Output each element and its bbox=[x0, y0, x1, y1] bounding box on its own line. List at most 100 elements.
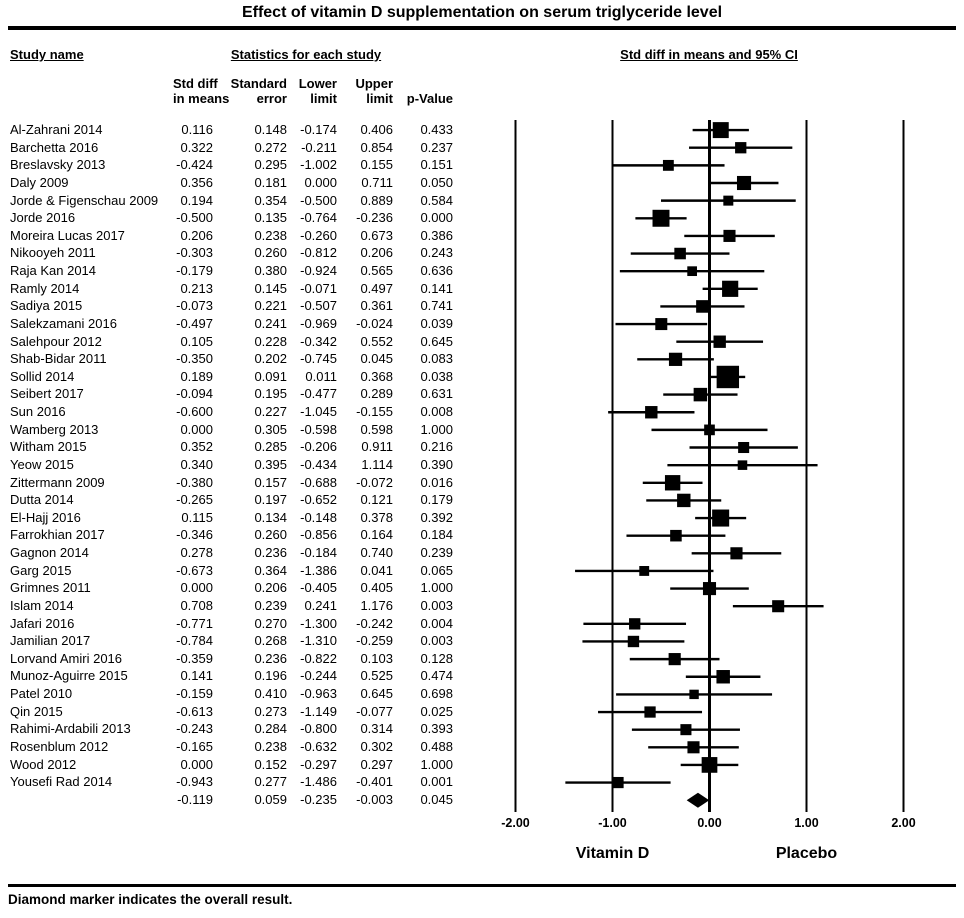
study-name: Sadiya 2015 bbox=[10, 298, 83, 314]
upper-limit-value: 0.368 bbox=[360, 368, 393, 384]
standard-error-value: 0.091 bbox=[254, 368, 287, 384]
std-diff-value: 0.213 bbox=[180, 280, 213, 296]
upper-limit-value: 0.911 bbox=[361, 439, 393, 455]
column-header-std_diff_in_means: in means bbox=[173, 91, 230, 106]
study-name: Yousefi Rad 2014 bbox=[10, 774, 113, 790]
lower-limit-value: -0.342 bbox=[300, 333, 337, 349]
study-name: Farrokhian 2017 bbox=[10, 527, 105, 543]
std-diff-value: 0.340 bbox=[180, 456, 213, 472]
study-name: Salehpour 2012 bbox=[10, 333, 102, 349]
standard-error-value: 0.236 bbox=[254, 650, 287, 666]
effect-square bbox=[735, 142, 747, 154]
p-value: 0.184 bbox=[420, 527, 453, 543]
study-name: Zittermann 2009 bbox=[10, 474, 105, 490]
column-header-spacer bbox=[10, 91, 173, 106]
lower-limit-value: -1.045 bbox=[300, 404, 337, 419]
group-label-vitamin-d: Vitamin D bbox=[576, 845, 650, 862]
standard-error-value: 0.202 bbox=[254, 351, 287, 367]
upper-limit-value: 0.525 bbox=[360, 668, 393, 684]
standard-error-value: 0.195 bbox=[254, 386, 287, 402]
std-diff-value: -0.497 bbox=[176, 315, 213, 331]
effect-square bbox=[723, 195, 734, 206]
effect-square bbox=[723, 229, 736, 242]
p-value: 0.003 bbox=[420, 633, 453, 649]
p-value: 0.003 bbox=[420, 597, 453, 613]
table-row: Jorde & Figenschau 2009 0.194 0.354 -0.500 0… bbox=[10, 192, 453, 210]
std-diff-value: 0.708 bbox=[180, 597, 213, 613]
p-value: 0.128 bbox=[420, 650, 453, 666]
lower-limit-value: -0.500 bbox=[300, 192, 337, 208]
std-diff-value: 0.000 bbox=[180, 756, 213, 772]
p-value: 0.636 bbox=[420, 263, 453, 278]
lower-limit-value: -0.652 bbox=[300, 492, 337, 508]
study-name: Moreira Lucas 2017 bbox=[10, 227, 125, 243]
column-header-upper_limit: Upper bbox=[355, 76, 393, 91]
table-row: Barchetta 2016 0.322 0.272 -0.211 0.854 0.237 bbox=[10, 139, 453, 157]
p-value: 0.474 bbox=[420, 668, 453, 684]
upper-limit-value: -0.072 bbox=[356, 474, 393, 490]
standard-error-value: 0.227 bbox=[254, 404, 287, 419]
std-diff-value: 0.141 bbox=[180, 668, 213, 684]
study-name: Qin 2015 bbox=[10, 703, 63, 719]
bottom-rule bbox=[8, 884, 956, 887]
study-name: Al-Zahrani 2014 bbox=[10, 122, 103, 137]
effect-square bbox=[738, 441, 750, 454]
lower-limit-value: 0.011 bbox=[305, 368, 337, 384]
table-row: Jorde 2016 -0.500 0.135 -0.764 -0.236 0.000 bbox=[10, 209, 453, 227]
standard-error-value: 0.260 bbox=[254, 245, 287, 261]
standard-error-value: 0.354 bbox=[254, 192, 287, 208]
standard-error-value: 0.273 bbox=[254, 703, 287, 719]
title-rule bbox=[8, 26, 956, 30]
upper-limit-value: 0.889 bbox=[360, 192, 393, 208]
std-diff-value: -0.673 bbox=[176, 562, 213, 578]
study-name: Munoz-Aguirre 2015 bbox=[10, 668, 128, 684]
lower-limit-value: -0.745 bbox=[300, 351, 337, 367]
table-row: Sun 2016 -0.600 0.227 -1.045 -0.155 0.008 bbox=[10, 403, 453, 421]
standard-error-value: 0.228 bbox=[254, 333, 287, 349]
std-diff-value: -0.159 bbox=[176, 686, 213, 701]
std-diff-value: 0.194 bbox=[180, 192, 213, 208]
effect-square bbox=[713, 335, 726, 348]
lower-limit-value: -1.300 bbox=[300, 615, 337, 631]
axis-tick-label: 0.00 bbox=[697, 816, 721, 830]
p-value: 0.038 bbox=[420, 368, 453, 384]
upper-limit-value: 0.854 bbox=[360, 139, 393, 155]
effect-square bbox=[730, 547, 743, 560]
effect-square bbox=[612, 776, 624, 789]
page-title: Effect of vitamin D supplementation on s… bbox=[241, 4, 723, 21]
p-value: 0.741 bbox=[420, 298, 453, 314]
lower-limit-value: -0.688 bbox=[300, 474, 337, 490]
p-value: 0.008 bbox=[420, 404, 453, 419]
upper-limit-value: 0.297 bbox=[360, 756, 393, 772]
std-diff-value: -0.094 bbox=[176, 386, 213, 402]
std-diff-value: -0.119 bbox=[177, 791, 213, 807]
p-value: 0.000 bbox=[420, 210, 453, 226]
upper-limit-value: -0.024 bbox=[356, 315, 393, 331]
std-diff-value: 0.105 bbox=[180, 333, 213, 349]
study-name: Breslavsky 2013 bbox=[10, 157, 106, 173]
std-diff-value: 0.000 bbox=[180, 421, 213, 437]
lower-limit-value: -0.969 bbox=[300, 315, 337, 331]
effect-square bbox=[687, 741, 700, 754]
effect-square bbox=[652, 209, 670, 227]
table-row: Daly 2009 0.356 0.181 0.000 0.711 0.050 bbox=[10, 174, 453, 192]
study-name: Jorde & Figenschau 2009 bbox=[10, 192, 159, 208]
lower-limit-value: -0.235 bbox=[300, 791, 337, 807]
table-row-overall: -0.119 0.059 -0.235 -0.003 0.045 bbox=[10, 791, 453, 809]
overall-diamond bbox=[686, 792, 710, 808]
study-name: Yeow 2015 bbox=[10, 456, 74, 472]
p-value: 0.001 bbox=[420, 774, 453, 790]
lower-limit-value: -0.856 bbox=[300, 527, 337, 543]
upper-limit-value: 0.121 bbox=[360, 492, 393, 508]
upper-limit-value: 0.206 bbox=[360, 245, 393, 261]
std-diff-value: 0.278 bbox=[180, 545, 213, 560]
standard-error-value: 0.364 bbox=[254, 562, 287, 578]
effect-square bbox=[629, 618, 641, 630]
lower-limit-value: -0.211 bbox=[301, 139, 337, 155]
p-value: 0.386 bbox=[420, 227, 453, 243]
effect-square bbox=[712, 122, 729, 139]
study-name: Gagnon 2014 bbox=[10, 545, 89, 560]
std-diff-value: -0.350 bbox=[176, 351, 213, 367]
study-name: Witham 2015 bbox=[10, 439, 87, 455]
